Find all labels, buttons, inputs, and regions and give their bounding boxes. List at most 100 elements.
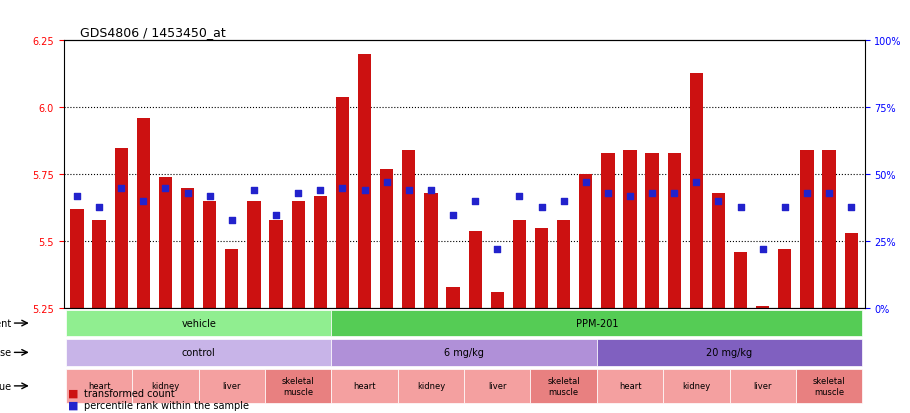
Bar xyxy=(668,154,681,309)
Bar xyxy=(159,178,172,309)
FancyBboxPatch shape xyxy=(331,339,597,366)
Text: ■: ■ xyxy=(68,400,79,410)
Bar xyxy=(314,196,327,309)
Bar xyxy=(380,170,393,309)
Point xyxy=(822,190,836,197)
Point xyxy=(202,193,217,199)
Point xyxy=(379,180,394,186)
FancyBboxPatch shape xyxy=(331,369,398,403)
Text: liver: liver xyxy=(488,382,507,390)
Bar xyxy=(557,221,571,309)
Text: GDS4806 / 1453450_at: GDS4806 / 1453450_at xyxy=(80,26,226,39)
Point xyxy=(446,212,460,218)
Text: skeletal
muscle: skeletal muscle xyxy=(813,376,845,396)
Point xyxy=(755,247,770,253)
Bar xyxy=(181,188,194,309)
Point xyxy=(712,198,726,205)
FancyBboxPatch shape xyxy=(663,369,730,403)
Point xyxy=(512,193,527,199)
Text: percentile rank within the sample: percentile rank within the sample xyxy=(84,400,248,410)
Point xyxy=(468,198,482,205)
Point xyxy=(358,188,372,195)
Text: 20 mg/kg: 20 mg/kg xyxy=(706,347,753,358)
Text: ■: ■ xyxy=(68,388,79,398)
Bar xyxy=(269,221,283,309)
Point xyxy=(92,204,106,210)
Point xyxy=(579,180,593,186)
FancyBboxPatch shape xyxy=(597,369,663,403)
Point xyxy=(291,190,306,197)
Bar xyxy=(734,252,747,309)
Bar xyxy=(70,210,84,309)
Text: kidney: kidney xyxy=(417,382,445,390)
Bar xyxy=(690,74,703,309)
Point xyxy=(601,190,615,197)
Bar xyxy=(93,221,106,309)
Bar xyxy=(447,287,460,309)
FancyBboxPatch shape xyxy=(796,369,863,403)
Text: heart: heart xyxy=(88,382,110,390)
Bar xyxy=(712,194,725,309)
Point xyxy=(247,188,261,195)
Point xyxy=(225,217,239,224)
Bar xyxy=(336,97,349,309)
FancyBboxPatch shape xyxy=(464,369,531,403)
Bar xyxy=(490,293,504,309)
Point xyxy=(335,185,349,192)
Bar xyxy=(291,202,305,309)
Text: heart: heart xyxy=(353,382,376,390)
FancyBboxPatch shape xyxy=(66,310,331,337)
Text: skeletal
muscle: skeletal muscle xyxy=(547,376,580,396)
Point xyxy=(114,185,128,192)
Text: kidney: kidney xyxy=(151,382,179,390)
Bar xyxy=(535,228,548,309)
Bar xyxy=(402,151,416,309)
Bar xyxy=(115,148,127,309)
Point xyxy=(534,204,549,210)
FancyBboxPatch shape xyxy=(331,310,863,337)
Bar xyxy=(358,55,371,309)
Point xyxy=(689,180,703,186)
Bar xyxy=(645,154,659,309)
Text: transformed count: transformed count xyxy=(84,388,175,398)
Point xyxy=(424,188,439,195)
Bar xyxy=(844,234,858,309)
Bar xyxy=(136,119,150,309)
Point xyxy=(667,190,682,197)
FancyBboxPatch shape xyxy=(730,369,796,403)
Text: agent: agent xyxy=(0,318,12,328)
Text: skeletal
muscle: skeletal muscle xyxy=(282,376,315,396)
FancyBboxPatch shape xyxy=(531,369,597,403)
Point xyxy=(844,204,858,210)
Point xyxy=(313,188,328,195)
Text: liver: liver xyxy=(223,382,241,390)
FancyBboxPatch shape xyxy=(198,369,265,403)
Point xyxy=(158,185,173,192)
Bar xyxy=(823,151,835,309)
Text: dose: dose xyxy=(0,347,12,358)
Text: tissue: tissue xyxy=(0,381,12,391)
FancyBboxPatch shape xyxy=(597,339,863,366)
FancyBboxPatch shape xyxy=(398,369,464,403)
Point xyxy=(490,247,504,253)
Bar xyxy=(512,221,526,309)
Bar xyxy=(424,194,438,309)
Point xyxy=(136,198,151,205)
Bar xyxy=(469,231,481,309)
Text: kidney: kidney xyxy=(682,382,711,390)
Bar xyxy=(203,202,217,309)
Point xyxy=(777,204,792,210)
FancyBboxPatch shape xyxy=(66,369,132,403)
Bar xyxy=(248,202,260,309)
Point xyxy=(268,212,283,218)
Text: heart: heart xyxy=(619,382,642,390)
Text: PPM-201: PPM-201 xyxy=(576,318,618,328)
Point xyxy=(556,198,571,205)
Point xyxy=(733,204,748,210)
Bar xyxy=(225,250,238,309)
FancyBboxPatch shape xyxy=(265,369,331,403)
FancyBboxPatch shape xyxy=(132,369,198,403)
Bar xyxy=(602,154,614,309)
Point xyxy=(70,193,85,199)
Point xyxy=(622,193,637,199)
